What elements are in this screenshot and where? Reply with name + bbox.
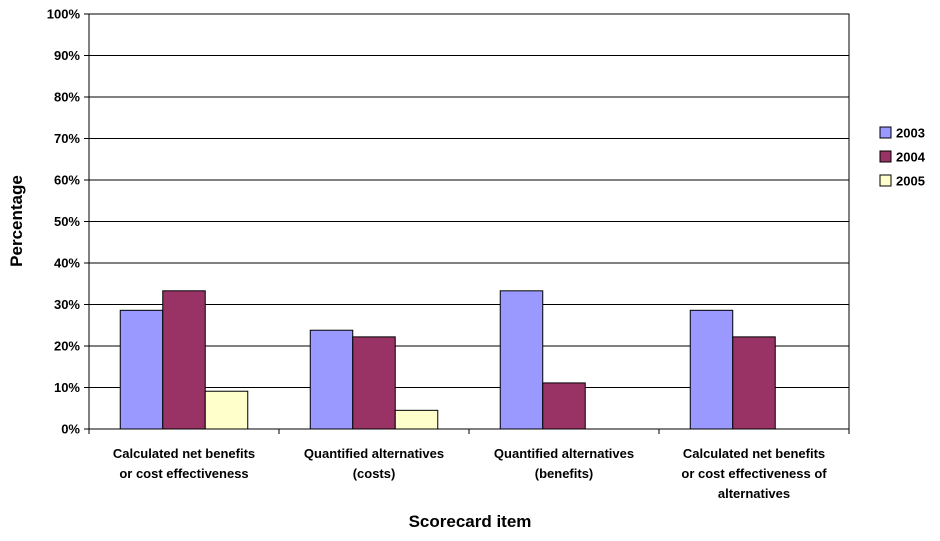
y-tick-label: 60% [54, 173, 80, 188]
bar-2005 [204, 390, 249, 430]
legend-label-2004: 2004 [896, 150, 926, 165]
bar-2003 [499, 290, 544, 430]
axes [84, 13, 850, 434]
axis-tick-labels: 0% 10% 20% 30% 40% 50% 60% 70% 80% 90% 100% Calcula… [47, 7, 828, 502]
y-tick-label: 10% [54, 380, 80, 395]
x-axis-title: Scorecard item [409, 512, 532, 531]
legend-swatch-2003 [879, 126, 892, 139]
y-tick-label: 50% [54, 214, 80, 229]
x-category-label: Calculated net benefits or cost effective… [681, 446, 827, 501]
legend-swatch-2005 [879, 174, 892, 187]
y-tick-label: 30% [54, 297, 80, 312]
bar-2003 [689, 309, 734, 430]
y-tick-label: 90% [54, 48, 80, 63]
legend-label-2005: 2005 [896, 174, 925, 189]
x-category-label: Quantified alternatives (benefits) [494, 446, 634, 481]
legend: 2003 2004 2005 [879, 126, 926, 189]
bar-2003 [309, 329, 354, 430]
x-category-label: Calculated net benefits or cost effective… [113, 446, 255, 481]
y-tick-label: 0% [61, 422, 80, 437]
bar-2003 [119, 309, 164, 430]
bar-2004 [352, 336, 396, 430]
y-axis-title: Percentage [7, 175, 26, 267]
bar-2005 [394, 409, 439, 430]
y-tick-label: 20% [54, 339, 80, 354]
legend-swatch-2004 [879, 150, 892, 163]
y-tick-label: 100% [47, 7, 81, 22]
bar-2004 [162, 290, 206, 430]
bar-2004 [542, 382, 586, 430]
bars [119, 290, 776, 430]
bar-2004 [732, 336, 776, 430]
x-category-label: Quantified alternatives (costs) [304, 446, 444, 481]
legend-label-2003: 2003 [896, 126, 925, 141]
y-tick-label: 40% [54, 256, 80, 271]
y-tick-label: 80% [54, 90, 80, 105]
y-tick-label: 70% [54, 131, 80, 146]
